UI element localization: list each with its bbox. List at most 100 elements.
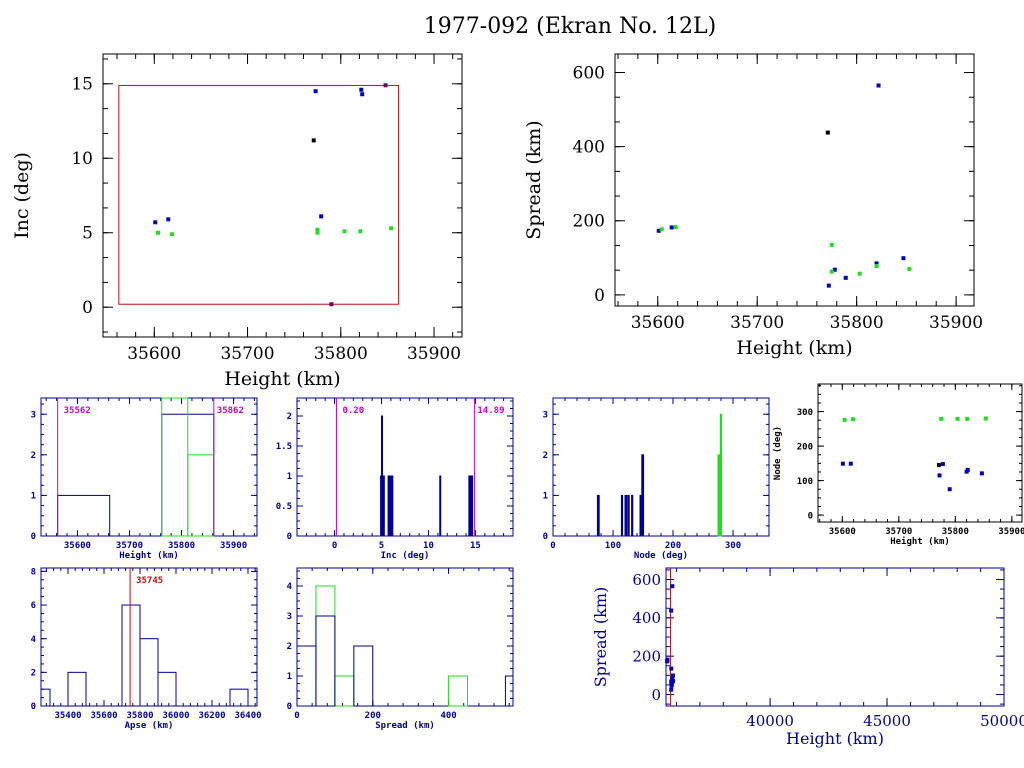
x-tick-label: 0: [332, 541, 337, 551]
y-axis-label: Spread (km): [523, 120, 545, 239]
data-point-blue: [153, 220, 158, 225]
x-tick-label: 50000: [980, 712, 1024, 730]
plot-frame: [296, 567, 514, 707]
x-tick-label: 35700: [730, 313, 784, 333]
data-point-blue: [319, 214, 324, 219]
data-point-blue: [832, 267, 837, 272]
y-tick-label: 1: [287, 472, 292, 482]
x-tick-label: 10: [423, 541, 434, 551]
y-tick-label: 3: [543, 410, 548, 420]
plot-frame: [40, 567, 258, 707]
x-tick-label: 35800: [126, 711, 153, 721]
inc-vs-height: 35600 35700 35800 35900 0 5 10 15 Height (km) Inc…: [11, 53, 463, 390]
hist-bar-blue: [624, 494, 628, 537]
y-tick-label: 15: [71, 75, 93, 95]
x-axis-label: Node (deg): [634, 551, 688, 561]
marker-label: 35862: [217, 406, 244, 416]
y-tick-label: 1: [543, 492, 548, 502]
y-tick-label: 2: [31, 451, 36, 461]
x-tick-label: 36400: [234, 711, 261, 721]
data-point-green: [315, 227, 320, 232]
plot-frame: [614, 53, 975, 307]
y-tick-label: 0: [82, 298, 93, 318]
x-tick-label: 35900: [407, 344, 461, 364]
x-tick-label: 35800: [942, 527, 969, 537]
y-tick-label: 3: [31, 410, 36, 420]
y-tick-label: 0: [594, 286, 605, 306]
data-point-blue: [669, 608, 674, 613]
hist-bar-blue: [381, 415, 384, 537]
apse-histogram: 35400 35600 35800 36000 36200 36400 0 2 4 6 8 Apse …: [31, 567, 262, 731]
hist-bar-blue: [229, 688, 249, 707]
y-tick-label: 2: [287, 642, 292, 652]
data-point-green: [389, 226, 394, 231]
y-tick-label: 0: [31, 532, 36, 542]
hist-bar-blue: [641, 454, 645, 537]
x-axis-label: Apse (km): [125, 721, 174, 731]
data-point-green: [842, 417, 847, 422]
x-tick-label: 45000: [863, 712, 911, 730]
x-tick-label: 35700: [885, 527, 912, 537]
data-point-green: [829, 269, 834, 274]
y-tick-label: 600: [573, 63, 605, 83]
data-point-blue: [670, 673, 675, 678]
data-point-green: [874, 263, 879, 268]
x-axis-label: Height (km): [890, 536, 950, 547]
y-tick-label: 1.5: [276, 442, 292, 452]
y-tick-label: 2: [31, 668, 36, 678]
x-axis-label: Height (km): [786, 729, 884, 748]
hist-bar-blue: [620, 494, 624, 537]
data-point-green: [673, 225, 678, 230]
x-tick-label: 35800: [168, 541, 195, 551]
data-point-blue: [940, 462, 945, 467]
data-point-green: [358, 229, 363, 234]
y-tick-label: 0.5: [276, 502, 292, 512]
x-tick-label: 0: [294, 711, 299, 721]
data-point-purple: [383, 83, 388, 88]
node-histogram: 0 100 200 300 0 1 2 3 Node (deg): [543, 397, 770, 561]
range-box: [118, 84, 400, 305]
hist-bar-green: [315, 585, 336, 707]
data-point-blue: [670, 676, 675, 681]
x-tick-label: 0: [550, 541, 555, 551]
x-axis-label: Inc (deg): [381, 551, 430, 561]
data-point-green: [965, 416, 970, 421]
hist-bar-blue: [596, 494, 600, 537]
x-tick-label: 15: [470, 541, 481, 551]
x-tick-label: 35600: [90, 711, 117, 721]
hist-bar-blue: [627, 494, 630, 537]
hist-bar-green: [161, 397, 189, 537]
data-point-blue: [166, 217, 171, 222]
x-tick-label: 200: [365, 711, 381, 721]
y-tick-label: 4: [31, 635, 37, 645]
plot-frame: [817, 383, 1023, 523]
x-tick-label: 200: [665, 541, 681, 551]
x-tick-label: 35600: [631, 313, 685, 333]
x-axis-label: Spread (km): [375, 721, 435, 731]
data-point-green: [156, 230, 161, 235]
x-tick-label: 35400: [54, 711, 81, 721]
x-tick-label: 35800: [314, 344, 368, 364]
data-point-blue: [669, 666, 674, 671]
y-tick-label: 200: [573, 212, 605, 232]
data-point-green: [955, 416, 960, 421]
data-point-green: [315, 230, 320, 235]
y-tick-label: 1: [31, 492, 36, 502]
x-tick-label: 5: [379, 541, 384, 551]
hist-bar-green: [448, 675, 469, 707]
data-point-blue: [359, 87, 364, 92]
x-tick-label: 35700: [220, 344, 274, 364]
data-point-green: [857, 271, 862, 276]
hist-bar-blue: [504, 675, 514, 707]
plot-frame: [665, 567, 1005, 707]
data-point-blue: [965, 467, 970, 472]
y-tick-label: 200: [632, 647, 661, 665]
data-point-blue: [874, 261, 879, 266]
data-point-blue: [843, 275, 848, 280]
data-point-green: [170, 232, 175, 237]
data-point-green: [342, 229, 347, 234]
y-tick-label: 0: [651, 686, 661, 704]
data-point-blue: [360, 92, 365, 97]
spread-histogram: 0 200 400 0 1 2 3 4 Spread (km): [287, 567, 514, 731]
hist-bar-blue: [67, 671, 87, 707]
